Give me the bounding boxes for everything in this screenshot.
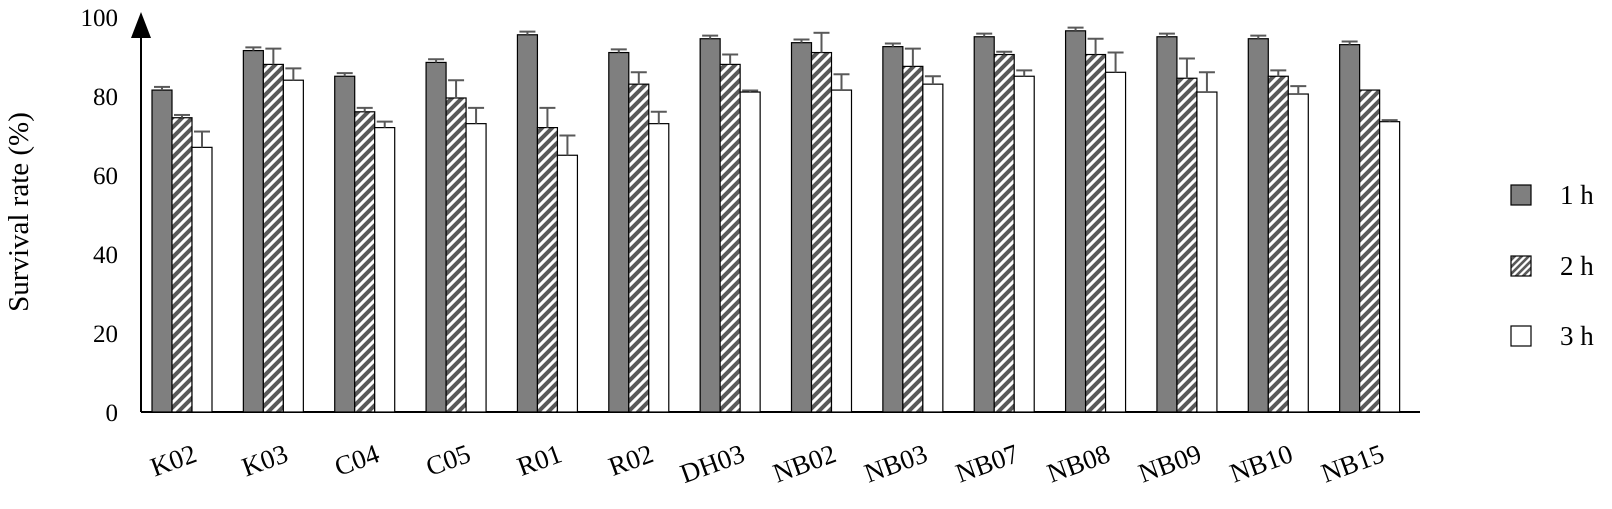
bar-1h-r02 xyxy=(608,51,630,413)
bar-3h-r02 xyxy=(648,123,670,413)
bar-1h-r01 xyxy=(516,34,539,413)
bar-3h-k02 xyxy=(191,146,213,413)
category-label-nb09: NB09 xyxy=(1134,438,1205,488)
bar-3h-nb08 xyxy=(1104,71,1127,413)
bar-2h-r01 xyxy=(536,126,559,413)
bar-3h-c04 xyxy=(374,126,396,413)
category-label-c04: C04 xyxy=(331,438,384,482)
category-label-nb02: NB02 xyxy=(769,438,840,488)
category-label-nb07: NB07 xyxy=(952,438,1023,488)
y-axis-label: Survival rate (%) xyxy=(3,112,35,312)
bar-2h-dh03 xyxy=(719,63,741,413)
legend-label-3h: 3 h xyxy=(1560,321,1594,351)
bar-1h-nb15 xyxy=(1339,44,1361,413)
legend-label-2h: 2 h xyxy=(1560,251,1594,281)
bar-2h-nb02 xyxy=(810,51,833,413)
bar-1h-nb10 xyxy=(1247,38,1269,413)
category-label-nb10: NB10 xyxy=(1226,438,1297,488)
bar-3h-nb03 xyxy=(922,83,944,413)
bar-1h-nb08 xyxy=(1064,30,1087,413)
bar-3h-nb09 xyxy=(1196,91,1218,413)
bar-3h-dh03 xyxy=(739,91,761,413)
category-label-k02: K02 xyxy=(146,438,200,482)
y-tick-label: 0 xyxy=(106,400,119,427)
y-tick-label: 60 xyxy=(93,163,118,190)
bar-1h-nb02 xyxy=(790,42,813,413)
axes xyxy=(131,12,1420,413)
legend: 1 h 2 h 3 h xyxy=(1510,180,1594,351)
bar-1h-c05 xyxy=(425,61,447,413)
y-ticks: 0 20 40 60 80 100 xyxy=(81,5,119,427)
legend-swatch-1h xyxy=(1510,184,1532,206)
error-bars xyxy=(154,26,1398,156)
bar-1h-k03 xyxy=(242,49,264,413)
bar-3h-nb02 xyxy=(830,89,853,413)
category-label-r02: R02 xyxy=(605,438,658,482)
bar-3h-k03 xyxy=(282,79,304,413)
bar-2h-nb08 xyxy=(1084,53,1107,413)
bar-3h-nb15 xyxy=(1379,121,1401,413)
bar-2h-r02 xyxy=(628,83,650,413)
y-axis-arrowhead xyxy=(131,12,151,38)
legend-item-1h: 1 h xyxy=(1510,180,1594,210)
bar-2h-nb15 xyxy=(1359,89,1381,413)
bar-1h-nb03 xyxy=(882,46,904,413)
bar-1h-dh03 xyxy=(699,38,721,413)
bar-1h-k02 xyxy=(151,89,173,413)
legend-label-1h: 1 h xyxy=(1560,180,1594,210)
category-label-k03: K03 xyxy=(238,438,292,482)
bars xyxy=(151,30,1401,413)
bar-2h-k02 xyxy=(171,117,193,413)
category-label-dh03: DH03 xyxy=(676,438,748,489)
legend-item-3h: 3 h xyxy=(1510,321,1594,351)
legend-swatch-3h xyxy=(1510,325,1532,347)
bar-3h-nb10 xyxy=(1287,93,1309,413)
bar-2h-c05 xyxy=(445,97,467,413)
bar-1h-nb09 xyxy=(1156,36,1178,413)
legend-item-2h: 2 h xyxy=(1510,251,1594,281)
category-label-nb15: NB15 xyxy=(1317,438,1388,488)
y-tick-label: 40 xyxy=(93,242,118,269)
bar-2h-nb09 xyxy=(1176,77,1198,413)
category-label-nb08: NB08 xyxy=(1043,438,1114,488)
y-tick-label: 100 xyxy=(81,5,119,32)
bar-3h-c05 xyxy=(465,123,487,413)
bar-1h-c04 xyxy=(334,75,356,413)
bar-1h-nb07 xyxy=(973,36,995,413)
legend-swatch-2h xyxy=(1510,255,1532,277)
y-tick-label: 20 xyxy=(93,321,118,348)
bar-3h-nb07 xyxy=(1013,75,1035,413)
category-label-r01: R01 xyxy=(513,438,566,482)
bar-2h-nb03 xyxy=(902,65,924,413)
y-tick-label: 80 xyxy=(93,84,118,111)
bar-2h-nb10 xyxy=(1267,75,1289,413)
bar-2h-k03 xyxy=(262,63,284,413)
bar-3h-r01 xyxy=(556,154,579,413)
bar-2h-nb07 xyxy=(993,53,1015,413)
category-label-nb03: NB03 xyxy=(860,438,931,488)
bar-2h-c04 xyxy=(354,111,376,413)
category-label-c05: C05 xyxy=(422,438,475,482)
category-labels: K02 K03 C04 C05 R01 R02 DH03 NB02 NB03 NB07 NB08 NB… xyxy=(146,438,1388,489)
